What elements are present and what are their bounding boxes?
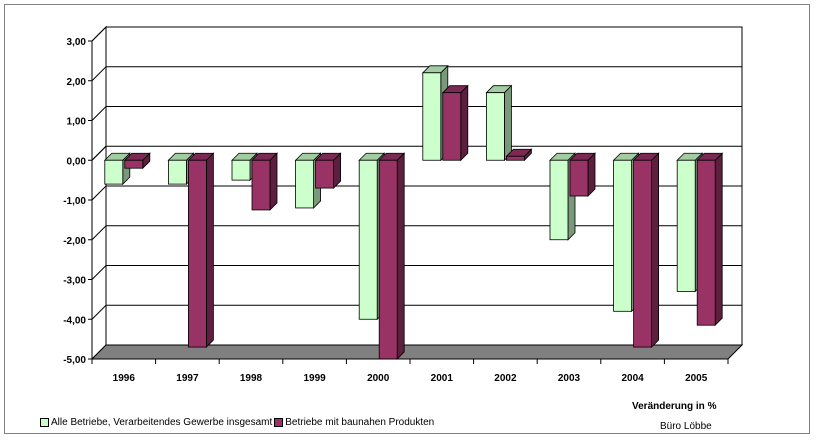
x-tick-label: 1999 <box>303 373 326 384</box>
y-tick-label: 1,00 <box>67 117 87 128</box>
legend-swatch-series-1 <box>40 418 49 427</box>
x-axis-title: Veränderung in % <box>632 401 717 412</box>
bar-series-1 <box>485 92 505 161</box>
x-tick-label: 1996 <box>113 373 136 384</box>
gridline <box>91 106 742 121</box>
y-tick-label: -3,00 <box>63 276 86 287</box>
legend-label-series-2: Betriebe mit baunahen Produkten <box>285 417 435 428</box>
bar-series-1 <box>167 159 187 185</box>
gridline <box>91 225 742 241</box>
bar-series-2-side <box>396 152 405 360</box>
bar-series-2-side <box>460 84 469 162</box>
gridline <box>91 66 742 82</box>
bar-series-2 <box>187 159 207 348</box>
bar-series-1 <box>231 159 251 181</box>
bar-series-2 <box>315 159 335 189</box>
x-tick-label: 2000 <box>367 373 390 384</box>
x-tick-label: 2002 <box>494 373 517 384</box>
legend: Alle Betriebe, Verarbeitendes Gewerbe in… <box>40 417 436 428</box>
y-tick-label: -5,00 <box>63 355 86 366</box>
bar-series-2 <box>251 159 271 211</box>
bar-series-1 <box>295 159 315 209</box>
gridline <box>91 185 742 201</box>
zero-line-side <box>91 145 107 161</box>
y-tick-label: -1,00 <box>63 196 86 207</box>
legend-item-series-1: Alle Betriebe, Verarbeitendes Gewerbe in… <box>40 417 272 428</box>
bar-series-1 <box>422 72 442 161</box>
gridline <box>91 304 742 320</box>
legend-label-series-1: Alle Betriebe, Verarbeitendes Gewerbe in… <box>51 417 273 428</box>
y-tick-label: 0,00 <box>67 156 87 167</box>
x-tick-label: 2003 <box>558 373 581 384</box>
bar-series-2 <box>633 159 652 348</box>
bar-series-1 <box>549 159 569 241</box>
y-tick-label: -2,00 <box>63 236 86 247</box>
bar-series-2-side <box>714 152 723 327</box>
x-tick-label: 2001 <box>431 373 454 384</box>
bar-series-1-side <box>503 84 512 162</box>
legend-swatch-series-2 <box>274 418 284 427</box>
bar-series-2-side <box>269 152 278 211</box>
bar-series-1 <box>676 159 696 292</box>
bar-series-2-side <box>651 152 659 349</box>
legend-item-series-2: Betriebe mit baunahen Produkten <box>274 417 434 428</box>
bar-series-2 <box>124 159 144 169</box>
bar-series-1 <box>613 159 632 312</box>
credit-note: Büro Löbbe <box>660 421 712 432</box>
x-tick-label: 1998 <box>240 373 263 384</box>
bar-series-2 <box>442 92 462 161</box>
x-tick-label: 2004 <box>621 373 644 384</box>
bar-series-2 <box>696 159 716 326</box>
gridline <box>91 265 742 280</box>
bar-series-2 <box>505 155 525 161</box>
gridline <box>91 26 742 42</box>
bar-series-1 <box>358 159 378 320</box>
y-tick-label: 3,00 <box>67 37 87 48</box>
y-tick-label: 2,00 <box>67 77 87 88</box>
y-tick-label: -4,00 <box>63 315 86 326</box>
bar-series-2 <box>378 159 398 360</box>
bar-series-2 <box>569 159 589 197</box>
x-tick-label: 1997 <box>176 373 199 384</box>
bar-series-1 <box>104 159 124 185</box>
bar-series-2-side <box>205 152 214 349</box>
x-tick-label: 2005 <box>685 373 708 384</box>
